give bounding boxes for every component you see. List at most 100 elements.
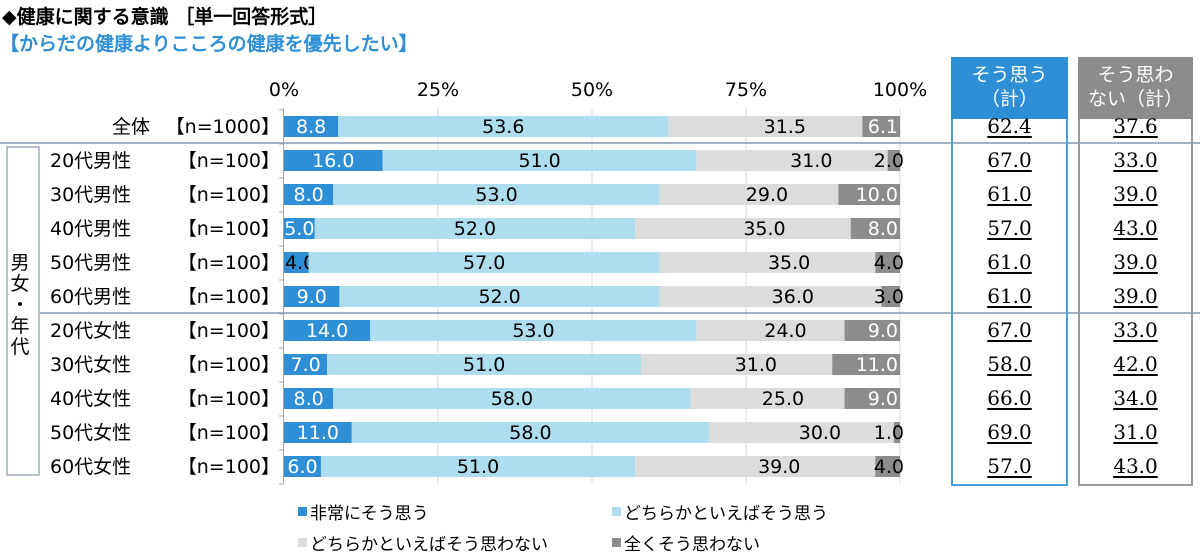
category-n-label: 【n=100】	[178, 150, 280, 172]
category-label: 60代男性	[50, 286, 131, 308]
data-label: 9.0	[297, 286, 327, 308]
disagree-total-cell: 37.6	[1113, 114, 1158, 138]
data-label: 6.1	[868, 116, 898, 138]
data-label: 11.0	[856, 354, 898, 376]
legend-label: どちらかといえばそう思う	[624, 504, 828, 524]
data-label: 35.0	[768, 252, 810, 274]
bar-segment	[659, 184, 839, 205]
data-label: 25.0	[762, 388, 804, 410]
disagree-total-header: そう思わ ない（計）	[1078, 57, 1193, 119]
data-label: 8.0	[294, 388, 324, 410]
data-label: 4.0	[874, 456, 904, 478]
agree-total-cell: 61.0	[987, 250, 1032, 274]
data-label: 31.0	[790, 150, 832, 172]
legend-item-somewhat-disagree: どちらかといえばそう思わない	[298, 530, 548, 555]
data-label: 53.0	[475, 184, 517, 206]
bar-segment	[314, 218, 636, 239]
bar-segment	[284, 218, 315, 239]
bar-segment	[635, 218, 851, 239]
legend-label: 非常にそう思う	[310, 504, 429, 524]
bar-segment	[333, 388, 691, 409]
data-label: 4.0	[874, 252, 904, 274]
bar-segment	[844, 388, 900, 409]
bar-segment	[659, 286, 882, 307]
bar-segment	[284, 150, 383, 171]
data-label: 14.0	[306, 320, 348, 342]
category-n-label: 【n=100】	[178, 456, 280, 478]
data-label: 16.0	[312, 150, 354, 172]
bar-segment	[709, 422, 894, 443]
disagree-total-cell: 39.0	[1113, 250, 1158, 274]
bar-segment	[893, 422, 900, 443]
disagree-total-cell: 39.0	[1113, 182, 1158, 206]
bar-segment	[284, 388, 334, 409]
data-label: 29.0	[746, 184, 788, 206]
legend-label: 全くそう思わない	[624, 535, 760, 555]
bar-segment	[370, 320, 697, 341]
data-label: 58.0	[509, 422, 551, 444]
chart-title: ◆健康に関する意識 ［単一回答形式］	[2, 6, 328, 28]
bar-segment	[696, 320, 845, 341]
disagree-total-cell: 31.0	[1113, 420, 1158, 444]
data-label: 51.0	[463, 354, 505, 376]
disagree-total-cell: 43.0	[1113, 216, 1158, 240]
bar-segment	[327, 354, 642, 375]
bar-segment	[284, 252, 309, 273]
data-label: 10.0	[856, 184, 898, 206]
data-label: 2.0	[874, 150, 904, 172]
data-label: 1.0	[874, 422, 904, 444]
agree-total-header: そう思う （計）	[951, 57, 1068, 119]
agree-total-cell: 62.4	[987, 114, 1032, 138]
bar-segment	[832, 354, 900, 375]
data-label: 39.0	[758, 456, 800, 478]
data-label: 35.0	[743, 218, 785, 240]
category-n-label: 【n=100】	[178, 218, 280, 240]
category-label: 30代男性	[50, 184, 131, 206]
data-label: 5.0	[284, 218, 314, 240]
bar-segment	[284, 354, 328, 375]
disagree-total-cell: 39.0	[1113, 284, 1158, 308]
category-label: 20代男性	[50, 150, 131, 172]
data-label: 52.0	[454, 218, 496, 240]
category-n-label: 【n=100】	[178, 354, 280, 376]
data-label: 58.0	[491, 388, 533, 410]
agree-total-cell: 67.0	[987, 318, 1032, 342]
data-label: 53.6	[482, 116, 524, 138]
bar-segment	[875, 456, 900, 477]
bar-segment	[838, 184, 900, 205]
bar-segment	[338, 116, 669, 137]
data-label: 57.0	[463, 252, 505, 274]
disagree-total-cell: 43.0	[1113, 454, 1158, 478]
agree-total-cell: 57.0	[987, 216, 1032, 240]
category-label: 40代男性	[50, 218, 131, 240]
legend-label: どちらかといえばそう思わない	[310, 535, 548, 555]
agree-total-cell: 66.0	[987, 386, 1032, 410]
x-tick-label: 50%	[571, 79, 613, 101]
legend-swatch	[298, 538, 307, 547]
data-label: 30.0	[799, 422, 841, 444]
category-n-label: 【n=100】	[178, 422, 280, 444]
agree-total-header-line1: そう思う	[971, 64, 1048, 86]
legend-swatch	[612, 538, 621, 547]
category-n-label: 【n=100】	[178, 388, 280, 410]
data-label: 11.0	[297, 422, 339, 444]
data-label: 36.0	[772, 286, 814, 308]
data-label: 31.0	[735, 354, 777, 376]
agree-total-cell: 57.0	[987, 454, 1032, 478]
data-label: 8.0	[868, 218, 898, 240]
bar-segment	[641, 354, 833, 375]
bar-segment	[696, 150, 888, 171]
agree-total-header-line2: （計）	[980, 88, 1038, 110]
category-label: 50代女性	[50, 422, 131, 444]
bar-segment	[333, 184, 660, 205]
data-label: 51.0	[457, 456, 499, 478]
bar-segment	[659, 252, 876, 273]
data-label: 24.0	[764, 320, 806, 342]
category-n-label: 【n=1000】	[166, 116, 280, 138]
chart-subtitle: 【からだの健康よりこころの健康を優先したい】	[0, 33, 418, 55]
data-label: 9.0	[868, 388, 898, 410]
data-label: 6.0	[287, 456, 317, 478]
disagree-total-cell: 34.0	[1113, 386, 1158, 410]
data-label: 9.0	[868, 320, 898, 342]
legend-swatch	[298, 507, 307, 516]
